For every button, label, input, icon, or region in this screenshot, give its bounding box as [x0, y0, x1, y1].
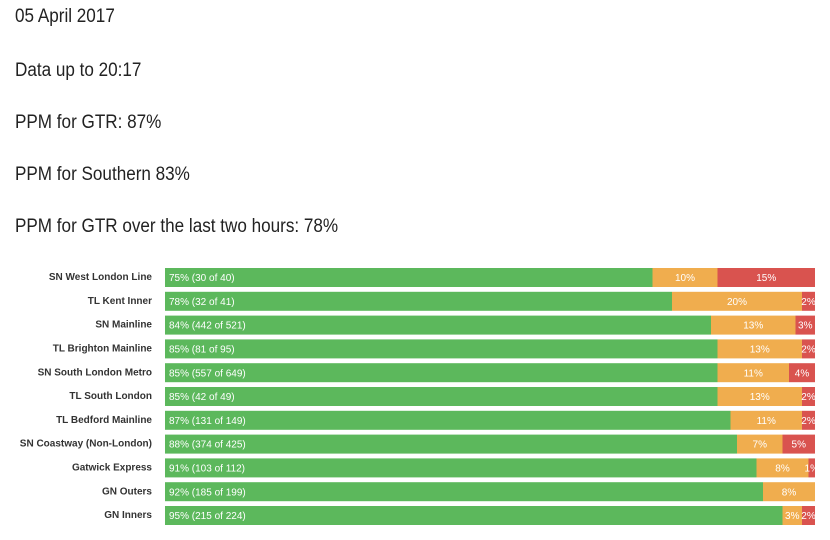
bar-segment — [802, 387, 815, 406]
value-label: 3% — [798, 321, 813, 332]
bar-segment — [165, 434, 737, 454]
bar-segment — [711, 315, 796, 335]
value-label: 88% (374 of 425) — [169, 440, 246, 451]
category-label: TL Brighton Mainline — [53, 344, 153, 355]
bar-segment — [165, 268, 653, 287]
value-label: 20% — [727, 297, 747, 308]
bar-segment — [165, 363, 718, 383]
bar-segment — [652, 268, 718, 287]
bar-segment — [165, 506, 783, 525]
bar-segment — [789, 363, 815, 383]
bar-segment — [802, 339, 815, 359]
category-label: Gatwick Express — [72, 463, 152, 474]
category-label: SN West London Line — [49, 272, 153, 283]
value-label: 85% (557 of 649) — [169, 368, 246, 379]
category-label: GN Outers — [102, 486, 152, 497]
category-label: GN Inners — [104, 510, 152, 521]
header-line: Data up to 20:17 — [15, 60, 142, 81]
header-line: PPM for GTR: 87% — [15, 112, 162, 133]
bar-segment — [165, 458, 757, 478]
value-label: 7% — [753, 440, 768, 451]
bar-segment — [717, 339, 802, 359]
bar-segment — [802, 291, 815, 311]
bar-segment — [165, 387, 718, 406]
bar-segment — [782, 506, 802, 525]
value-label: 85% (81 of 95) — [169, 345, 235, 356]
value-label: 91% (103 of 112) — [169, 464, 245, 475]
value-label: 13% — [743, 321, 763, 332]
bar-segment — [717, 268, 815, 287]
value-label: 3% — [785, 511, 800, 522]
bar-segment — [795, 315, 815, 335]
value-label: 84% (442 of 521) — [169, 321, 246, 332]
value-label: 10% — [675, 273, 695, 284]
bar-segment — [730, 410, 802, 430]
category-label: SN Coastway (Non-London) — [20, 439, 152, 450]
value-label: 92% (185 of 199) — [169, 487, 246, 498]
value-label: 11% — [744, 368, 763, 379]
bar-segment — [763, 482, 815, 502]
value-label: 5% — [792, 440, 807, 451]
value-label: 2% — [801, 416, 816, 427]
bar-segment — [717, 363, 789, 383]
bar-segment — [165, 291, 672, 311]
category-label: SN South London Metro — [38, 367, 152, 378]
category-label: TL Kent Inner — [88, 296, 152, 307]
value-label: 11% — [757, 416, 776, 427]
bar-segment — [165, 482, 763, 502]
value-label: 4% — [795, 368, 810, 379]
value-label: 1% — [805, 464, 820, 475]
bar-segment — [717, 387, 802, 406]
value-label: 87% (131 of 149) — [169, 416, 246, 427]
value-label: 8% — [782, 487, 797, 498]
category-label: TL South London — [69, 391, 152, 402]
value-label: 2% — [801, 345, 816, 356]
header-line: PPM for Southern 83% — [15, 164, 190, 185]
bar-segment — [672, 291, 802, 311]
value-label: 2% — [801, 511, 816, 522]
bar-segment — [802, 506, 815, 525]
bar-segment — [165, 315, 711, 335]
value-label: 2% — [801, 297, 816, 308]
bar-segment — [737, 434, 783, 454]
category-label: SN Mainline — [95, 320, 152, 331]
value-label: 78% (32 of 41) — [169, 297, 235, 308]
bar-segment — [782, 434, 815, 454]
value-label: 15% — [756, 273, 776, 284]
bar-segment — [756, 458, 809, 478]
bar-segment — [808, 458, 815, 478]
value-label: 75% (30 of 40) — [169, 273, 235, 284]
value-label: 85% (42 of 49) — [169, 392, 235, 403]
header-line: PPM for GTR over the last two hours: 78% — [15, 216, 339, 237]
value-label: 2% — [801, 392, 816, 403]
value-label: 13% — [750, 345, 770, 356]
value-label: 95% (215 of 224) — [169, 511, 246, 522]
value-label: 13% — [750, 392, 770, 403]
bar-segment — [165, 410, 731, 430]
bar-segment — [802, 410, 815, 430]
header-line: 05 April 2017 — [15, 6, 115, 27]
value-label: 8% — [775, 464, 790, 475]
category-label: TL Bedford Mainline — [56, 415, 152, 426]
bar-segment — [165, 339, 718, 359]
